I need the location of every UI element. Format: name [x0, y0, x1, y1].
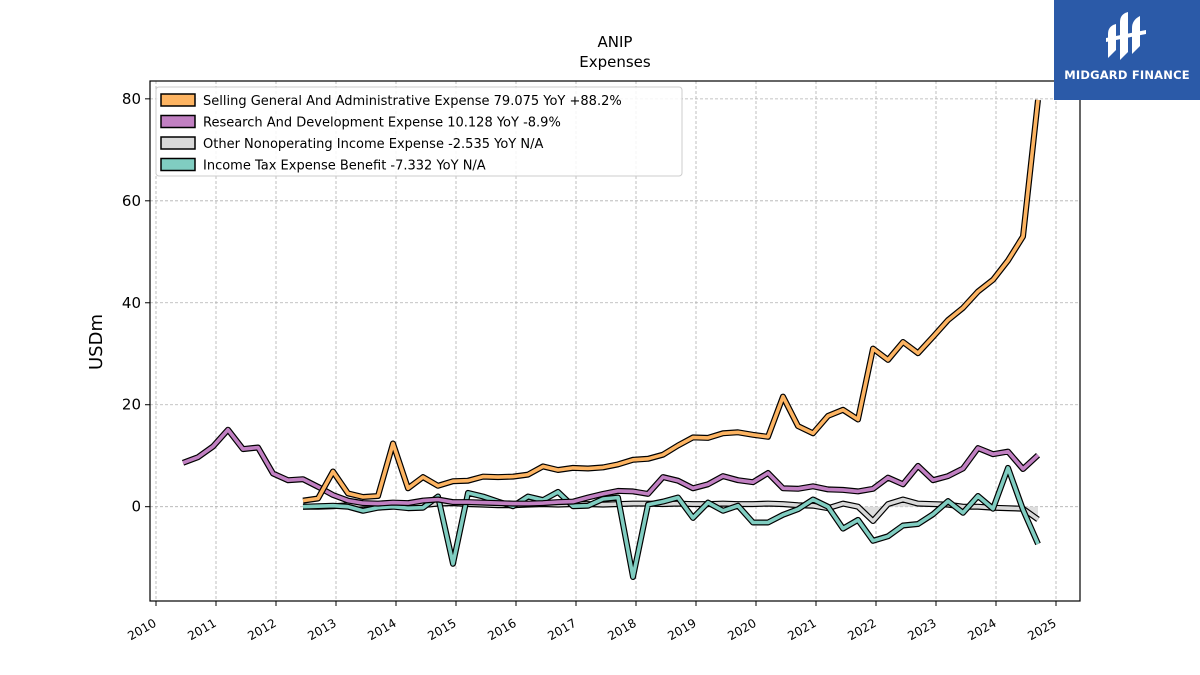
x-tick-label: 2014 — [365, 616, 398, 643]
y-axis: 0 20 40 60 80 — [122, 90, 150, 516]
chart-subtitle: Expenses — [579, 53, 651, 71]
legend-swatch — [160, 93, 196, 107]
x-axis: 2010 2011 2012 2013 2014 2015 2016 2017 2018 2019… — [125, 601, 1059, 643]
y-tick-label: 40 — [122, 294, 141, 312]
x-tick-label: 2010 — [125, 616, 158, 643]
series-4 — [302, 464, 1041, 580]
y-axis-label: USDm — [86, 314, 107, 370]
series-layer — [181, 99, 1041, 580]
x-tick-label: 2021 — [785, 616, 818, 643]
legend-box — [155, 86, 683, 177]
legend-item: Other Nonoperating Income Expense -2.535… — [160, 136, 543, 152]
x-tick-label: 2025 — [1025, 616, 1058, 643]
series-line — [302, 99, 1040, 503]
series-line — [302, 466, 1040, 579]
brand-name: MIDGARD FINANCE — [1064, 68, 1190, 82]
chart-title: ANIP — [598, 33, 633, 51]
x-tick-label: 2015 — [425, 616, 458, 643]
x-tick-label: 2020 — [725, 616, 758, 643]
midgard-logo-icon — [1106, 12, 1146, 60]
x-tick-label: 2013 — [305, 616, 338, 643]
x-tick-label: 2022 — [845, 616, 878, 643]
y-tick-label: 80 — [122, 90, 141, 108]
x-tick-label: 2024 — [965, 616, 998, 643]
legend: Selling General And Administrative Expen… — [155, 86, 683, 177]
legend-label: Income Tax Expense Benefit -7.332 YoY N/… — [203, 159, 486, 174]
legend-item: Income Tax Expense Benefit -7.332 YoY N/… — [160, 157, 486, 174]
y-tick-label: 60 — [122, 192, 141, 210]
legend-swatch — [160, 114, 196, 129]
x-tick-label: 2012 — [245, 616, 278, 643]
brand-logo: MIDGARD FINANCE — [1054, 0, 1200, 100]
legend-item: Selling General And Administrative Expen… — [160, 93, 622, 109]
legend-swatch — [160, 157, 196, 172]
legend-label: Selling General And Administrative Expen… — [203, 94, 622, 109]
x-tick-label: 2011 — [185, 616, 218, 643]
plot-frame — [149, 80, 1081, 602]
y-tick-label: 0 — [131, 498, 141, 516]
x-tick-label: 2017 — [545, 616, 578, 643]
legend-swatch — [160, 136, 196, 150]
x-tick-label: 2018 — [605, 616, 638, 643]
series-1 — [302, 99, 1041, 504]
legend-label: Other Nonoperating Income Expense -2.535… — [203, 137, 543, 152]
y-tick-label: 20 — [122, 396, 141, 414]
x-tick-label: 2016 — [485, 616, 518, 643]
legend-item: Research And Development Expense 10.128 … — [160, 114, 561, 131]
legend-label: Research And Development Expense 10.128 … — [203, 116, 561, 131]
x-tick-label: 2019 — [665, 616, 698, 643]
x-tick-label: 2023 — [905, 616, 938, 643]
